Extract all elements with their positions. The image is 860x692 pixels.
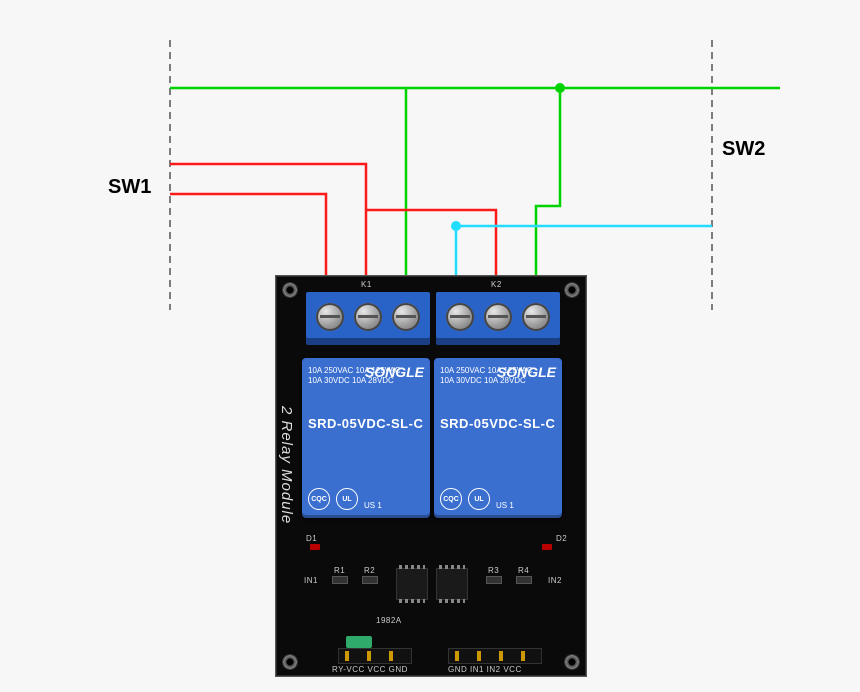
ul-mark-icon: UL — [468, 488, 490, 510]
header-pin — [367, 651, 371, 661]
relay-module: 2 Relay Module K1 K2 SONGLE 10A 250VAC 1… — [275, 275, 587, 677]
relay-model: SRD-05VDC-SL-C — [308, 416, 423, 431]
node-green — [555, 83, 565, 93]
silk-k1: K1 — [361, 280, 372, 289]
silk-r3: R3 — [488, 566, 499, 575]
silk-left-header: RY-VCC VCC GND — [332, 665, 408, 674]
silk-d2: D2 — [556, 534, 567, 543]
screw-terminal — [392, 303, 420, 331]
screw-terminal — [446, 303, 474, 331]
terminal-block-k2 — [436, 292, 560, 344]
silk-d1: D1 — [306, 534, 317, 543]
sw2-label: SW2 — [722, 138, 765, 161]
silk-r4: R4 — [518, 566, 529, 575]
optocoupler-1 — [396, 568, 428, 600]
relay-spec-line: 10A 30VDC 10A 28VDC — [308, 376, 401, 386]
ul-mark-icon: UL — [336, 488, 358, 510]
led-d2 — [542, 544, 552, 550]
relay-spec-line: 10A 30VDC 10A 28VDC — [440, 376, 533, 386]
terminal-block-k1 — [306, 292, 430, 344]
led-d1 — [310, 544, 320, 550]
mount-hole — [282, 282, 298, 298]
wire-green-3 — [536, 88, 560, 300]
header-pin — [389, 651, 393, 661]
mount-hole — [282, 654, 298, 670]
resistor-r2 — [362, 576, 378, 584]
screw-terminal — [354, 303, 382, 331]
silk-r1: R1 — [334, 566, 345, 575]
silk-in2: IN2 — [548, 576, 562, 585]
mount-hole — [564, 654, 580, 670]
silk-k2: K2 — [491, 280, 502, 289]
relay-spec: 10A 250VAC 10A 125VAC 10A 30VDC 10A 28VD… — [308, 366, 401, 386]
relay-1: SONGLE 10A 250VAC 10A 125VAC 10A 30VDC 1… — [302, 358, 430, 518]
pin-header-left — [338, 648, 412, 664]
relay-mark-text: US 1 — [364, 501, 382, 510]
relay-spec-line: 10A 250VAC 10A 125VAC — [308, 366, 401, 376]
cqc-mark-icon: CQC — [308, 488, 330, 510]
silk-in1: IN1 — [304, 576, 318, 585]
silk-r2: R2 — [364, 566, 375, 575]
relay-mark-text: US 1 — [496, 501, 514, 510]
node-cyan — [451, 221, 461, 231]
pin-header-right — [448, 648, 542, 664]
screw-terminal — [522, 303, 550, 331]
optocoupler-2 — [436, 568, 468, 600]
relay-marks: CQC UL US 1 — [308, 488, 424, 510]
relay-spec: 10A 250VAC 10A 125VAC 10A 30VDC 10A 28VD… — [440, 366, 533, 386]
cqc-mark-icon: CQC — [440, 488, 462, 510]
mount-hole — [564, 282, 580, 298]
header-pin — [455, 651, 459, 661]
relay-spec-line: 10A 250VAC 10A 125VAC — [440, 366, 533, 376]
silk-right-header: GND IN1 IN2 VCC — [448, 665, 522, 674]
module-side-label: 2 Relay Module — [279, 406, 295, 606]
header-pin — [521, 651, 525, 661]
silk-year: 1982A — [376, 616, 402, 625]
header-pin — [499, 651, 503, 661]
relay-model: SRD-05VDC-SL-C — [440, 416, 555, 431]
screw-terminal — [316, 303, 344, 331]
relay-marks: CQC UL US 1 — [440, 488, 556, 510]
screw-terminal — [484, 303, 512, 331]
header-pin — [477, 651, 481, 661]
relay-2: SONGLE 10A 250VAC 10A 125VAC 10A 30VDC 1… — [434, 358, 562, 518]
resistor-r1 — [332, 576, 348, 584]
resistor-r3 — [486, 576, 502, 584]
resistor-r4 — [516, 576, 532, 584]
header-pin — [345, 651, 349, 661]
sw1-label: SW1 — [108, 176, 151, 199]
jumper-ryvcc — [346, 636, 372, 648]
